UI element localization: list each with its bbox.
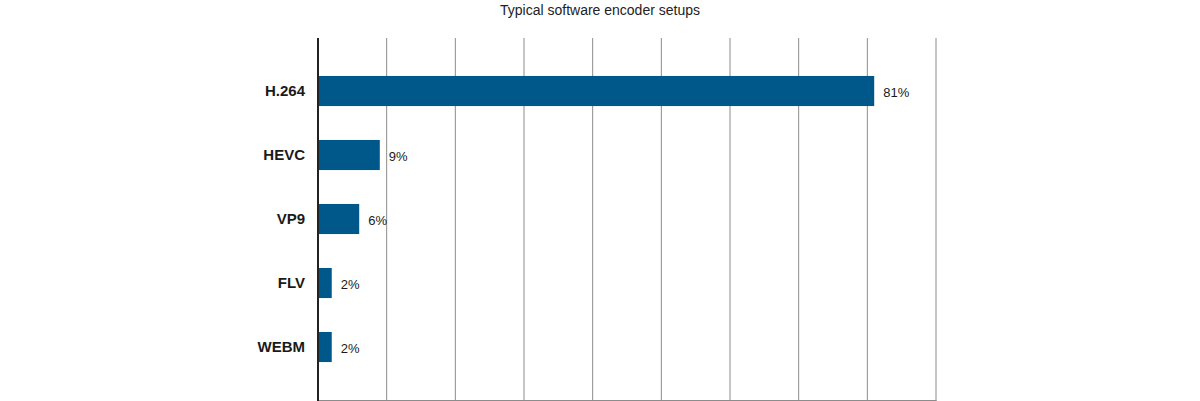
grid	[318, 38, 936, 401]
y-tick-label: FLV	[278, 274, 305, 291]
y-tick-label: VP9	[277, 210, 305, 227]
grid-line	[318, 38, 319, 401]
y-tick: WEBM	[258, 338, 319, 355]
x-axis-line	[319, 400, 937, 401]
y-tick-label: H.264	[265, 82, 306, 99]
bar	[318, 332, 332, 362]
chart-container: Typical software encoder setups H.264 HEVC…	[0, 0, 1200, 401]
y-tick: FLV	[278, 274, 318, 291]
y-tick: H.264	[265, 82, 318, 99]
grid-line	[936, 38, 937, 401]
y-tick-label: HEVC	[263, 146, 305, 163]
y-axis-line	[317, 38, 319, 401]
data-label: 2%	[341, 277, 360, 292]
chart-svg: Typical software encoder setups H.264 HEVC…	[0, 0, 1200, 401]
data-label: 2%	[341, 341, 360, 356]
y-axis: H.264 HEVC VP9 FLV WEBM	[258, 38, 319, 401]
bar	[318, 204, 359, 234]
bar	[318, 268, 332, 298]
y-tick: VP9	[277, 210, 318, 227]
data-label: 9%	[389, 149, 408, 164]
y-tick: HEVC	[263, 146, 318, 163]
bar	[318, 76, 874, 106]
x-axis	[319, 400, 937, 401]
data-labels: 81% 9% 6% 2% 2%	[341, 85, 910, 356]
data-label: 6%	[368, 213, 387, 228]
chart-title: Typical software encoder setups	[500, 2, 700, 18]
data-label: 81%	[883, 85, 909, 100]
bars	[318, 76, 874, 362]
bar	[318, 140, 380, 170]
y-tick-label: WEBM	[258, 338, 306, 355]
